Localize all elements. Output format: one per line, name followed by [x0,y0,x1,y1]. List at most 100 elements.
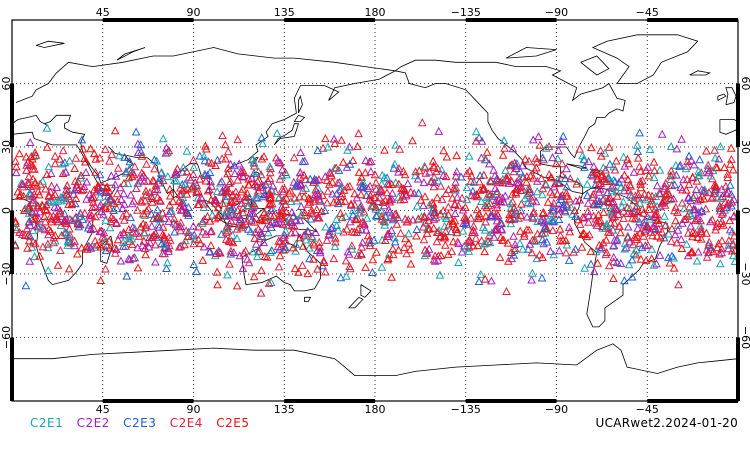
obs-marker-c2e4 [421,168,431,177]
obs-marker-c2e5 [203,186,213,195]
obs-marker-c2e5 [474,214,483,223]
obs-marker-c2e5 [165,184,175,193]
obs-marker-c2e4 [402,217,412,226]
obs-marker-c2e4 [141,190,151,199]
lon-tick-label-top: −90 [545,6,568,19]
obs-marker-c2e1 [248,154,258,163]
obs-marker-c2e2 [131,228,141,237]
obs-marker-c2e5 [612,191,622,200]
obs-marker-c2e5 [353,141,362,150]
coast-new-zealand-south [347,296,364,309]
obs-marker-c2e4 [65,230,75,239]
obs-marker-c2e3 [25,217,34,226]
obs-marker-c2e4 [145,188,155,197]
obs-marker-c2e5 [32,214,42,223]
obs-marker-c2e5 [28,154,37,163]
obs-marker-c2e5 [113,196,122,205]
obs-marker-c2e2 [344,249,354,258]
obs-marker-c2e5 [646,199,655,208]
obs-marker-c2e4 [322,235,332,244]
obs-marker-c2e3 [25,231,35,240]
axis-tick-labels: 45 45 90 90 135 135 180 180 −135 −135 −90 −90 −45 −45… [0,6,750,416]
obs-marker-c2e5 [429,161,438,170]
obs-marker-c2e2 [128,222,138,231]
obs-marker-c2e5 [62,181,72,190]
obs-marker-c2e4 [439,233,448,242]
obs-marker-c2e5 [331,163,341,172]
obs-marker-c2e3 [244,193,254,202]
obs-marker-c2e5 [707,215,717,224]
obs-marker-c2e3 [390,237,400,246]
obs-marker-c2e4 [158,230,167,239]
obs-marker-c2e4 [222,222,232,231]
obs-marker-c2e5 [257,265,266,274]
obs-marker-c2e5 [428,156,438,165]
obs-marker-c2e5 [609,273,618,282]
obs-marker-c2e2 [548,202,558,211]
obs-marker-c2e1 [313,183,323,192]
obs-marker-c2e3 [726,189,736,198]
obs-marker-c2e4 [231,195,240,204]
obs-marker-c2e2 [717,248,727,257]
obs-marker-c2e4 [286,216,296,225]
obs-marker-c2e4 [702,245,712,254]
obs-marker-c2e5 [538,252,547,261]
obs-marker-c2e3 [162,263,171,272]
obs-marker-c2e2 [403,178,413,187]
observation-markers [10,118,740,297]
obs-marker-c2e3 [586,259,596,268]
obs-marker-c2e2 [592,195,602,204]
obs-marker-c2e5 [677,243,687,252]
obs-marker-c2e2 [251,239,261,248]
obs-marker-c2e5 [532,157,542,166]
obs-marker-c2e3 [706,242,716,251]
obs-marker-c2e2 [418,201,428,210]
obs-marker-c2e1 [686,210,696,219]
obs-marker-c2e2 [116,256,126,265]
obs-marker-c2e4 [113,163,123,172]
obs-marker-c2e1 [258,139,268,148]
obs-marker-c2e5 [482,147,492,156]
frame-bar-right [736,210,740,274]
obs-marker-c2e4 [696,216,705,225]
obs-marker-c2e5 [598,238,608,247]
obs-marker-c2e4 [100,144,110,153]
obs-marker-c2e1 [367,200,377,209]
obs-marker-c2e5 [238,184,248,193]
obs-marker-c2e2 [509,231,518,240]
obs-marker-c2e4 [451,183,461,192]
obs-marker-c2e5 [711,162,721,171]
obs-marker-c2e5 [133,263,143,272]
obs-marker-c2e2 [589,161,599,170]
obs-marker-c2e5 [383,253,393,262]
obs-marker-c2e2 [99,210,108,219]
obs-marker-c2e1 [43,266,53,275]
obs-marker-c2e1 [226,207,236,216]
obs-marker-c2e2 [53,203,63,212]
obs-marker-c2e5 [412,231,421,240]
obs-marker-c2e5 [725,216,735,225]
obs-marker-c2e5 [249,199,259,208]
obs-marker-c2e5 [343,182,352,191]
obs-marker-c2e2 [115,230,125,239]
obs-marker-c2e3 [639,218,648,227]
obs-marker-c2e2 [548,153,557,162]
obs-marker-c2e3 [727,201,736,210]
obs-marker-c2e4 [90,236,100,245]
obs-marker-c2e2 [110,180,120,189]
obs-marker-c2e5 [696,234,706,243]
obs-marker-c2e1 [480,155,490,164]
obs-marker-c2e4 [549,198,559,207]
lat-tick-label-right: −60 [739,326,750,349]
obs-marker-c2e1 [343,145,352,154]
obs-marker-c2e1 [412,201,422,210]
obs-marker-c2e3 [157,239,167,248]
obs-marker-c2e5 [182,189,192,198]
obs-marker-c2e5 [282,193,291,202]
obs-marker-c2e5 [361,262,370,271]
obs-marker-c2e2 [504,178,514,187]
obs-marker-c2e5 [579,229,589,238]
frame-bar-left [10,83,14,147]
obs-marker-c2e4 [447,246,457,255]
obs-marker-c2e3 [228,203,238,212]
